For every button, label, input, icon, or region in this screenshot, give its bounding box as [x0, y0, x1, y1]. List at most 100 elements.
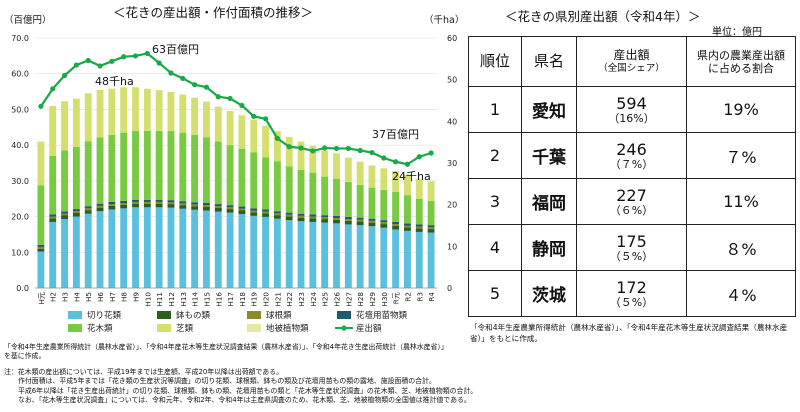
output-point: [50, 86, 56, 92]
bar-segment: [321, 176, 329, 216]
bar-segment: [356, 225, 364, 288]
bar-segment: [297, 213, 305, 216]
output-point: [357, 147, 363, 154]
output-point: [180, 75, 186, 82]
bar-segment: [309, 221, 317, 288]
bar-segment: [191, 97, 199, 135]
table-row: 4 静岡 175 （５%） ８%: [468, 224, 796, 271]
bar-segment: [49, 155, 57, 215]
amount-value: 594: [616, 93, 647, 113]
bar-segment: [297, 215, 305, 218]
amount-cell: 175 （５%）: [576, 224, 687, 271]
bar-segment: [179, 203, 187, 206]
amount-cell: 227 （６%）: [576, 178, 687, 225]
right-tick-label: 0: [447, 284, 452, 293]
output-line-path: [39, 52, 432, 166]
chart-source-tail: を基に作成。: [4, 352, 46, 361]
right-tick-label: 30: [447, 159, 457, 168]
x-tick-label: R4: [427, 292, 436, 302]
bar-segment: [356, 161, 364, 185]
x-tick-label: H30: [380, 292, 389, 307]
output-point: [132, 53, 139, 59]
bar-segment: [203, 210, 210, 288]
bar-segment: [155, 130, 163, 200]
bar-segment: [392, 170, 400, 192]
output-point: [428, 150, 434, 156]
bar-segment: [404, 174, 411, 196]
bar-segment: [49, 221, 57, 288]
bar-segment: [84, 213, 92, 288]
output-point: [121, 54, 127, 60]
left-axis-ticks: 0.0 10.0 20.0 30.0 40.0 50.0 60.0 70.0: [11, 34, 29, 293]
bar-segment: [250, 212, 258, 216]
bar-segment: [427, 232, 435, 288]
bar-segment: [120, 132, 128, 201]
bar-segment: [84, 206, 92, 209]
bar-segment: [72, 211, 80, 213]
bar-segment: [415, 224, 423, 227]
bar-segment: [108, 204, 116, 206]
bar-segment: [226, 207, 234, 210]
output-point: [192, 82, 198, 88]
bar-segment: [167, 202, 175, 205]
output-point: [310, 148, 316, 154]
output-point: [38, 103, 44, 109]
bar-segment: [273, 218, 281, 288]
bar-segment: [155, 199, 163, 202]
bar-segment: [203, 206, 210, 211]
bar-segment: [84, 93, 92, 142]
output-point: [381, 155, 387, 161]
right-axis-unit: （千ha）: [424, 14, 464, 26]
bar-segment: [179, 205, 187, 209]
header-amount: 産出額 （全国シェア）: [576, 36, 687, 87]
amount-value: 172: [616, 277, 647, 297]
pref-cell: 愛知: [521, 86, 577, 133]
note-line: 作付面積は、平成5年までは「花き類の生産状況等調査」の切り花類、球根類、鉢もの類…: [18, 377, 436, 386]
bar-segment: [214, 211, 222, 288]
x-tick-label: H21: [273, 292, 282, 307]
bar-segment: [368, 187, 376, 219]
note-line: 平成6年以降は「花き生産出荷統計」の切り花類、球根類、鉢もの類、花壇用苗もの類と…: [18, 386, 478, 395]
bar-segment: [203, 203, 210, 206]
bar-segment: [404, 225, 411, 228]
legend-swatch: [247, 324, 261, 332]
output-point: [239, 102, 245, 109]
bar-segment: [226, 212, 234, 288]
bar-segment: [96, 207, 104, 212]
bar-segment: [96, 211, 104, 288]
legend-label: 切り花類: [87, 310, 122, 321]
bar-segment: [155, 203, 163, 208]
bar-segment: [179, 94, 187, 133]
bar-segment: [132, 87, 139, 131]
bar-segment: [368, 222, 376, 227]
left-tick-label: 10.0: [11, 248, 29, 257]
bar-segment: [262, 157, 269, 210]
header-rank: 順位: [468, 36, 522, 87]
bar-segment: [415, 226, 423, 229]
bar-segment: [84, 141, 92, 207]
bar-segment: [415, 231, 423, 288]
table-row: 5 茨城 172 （５%） ４%: [468, 270, 796, 317]
x-tick-label: H20: [262, 292, 271, 307]
x-tick-label: H12: [167, 292, 176, 307]
amount-cell: 246 （７%）: [576, 132, 687, 179]
output-point: [286, 144, 292, 150]
x-tick-label: H9: [132, 292, 141, 302]
pref-cell: 千葉: [521, 132, 577, 179]
chart-title: ＜花きの産出額・作付面積の推移＞: [113, 5, 313, 20]
bar-segment: [333, 215, 340, 218]
bar-segment: [297, 217, 305, 222]
bar-segment: [344, 216, 352, 220]
bar-segment: [203, 205, 210, 207]
bar-segment: [344, 224, 352, 288]
output-point: [333, 145, 340, 152]
bar-segment: [179, 208, 187, 288]
legend-swatch: [157, 324, 171, 332]
bar-segment: [356, 219, 364, 222]
table-unit: 単位：億円: [712, 27, 762, 38]
rank-cell: 5: [468, 270, 522, 317]
prefecture-table: 順位 県名 産出額 （全国シェア） 県内の農業産出額に占める割合 1 愛知 59…: [468, 36, 796, 317]
bar-segment: [155, 201, 163, 204]
x-tick-label: H7: [108, 292, 117, 302]
bar-segment: [96, 137, 104, 204]
